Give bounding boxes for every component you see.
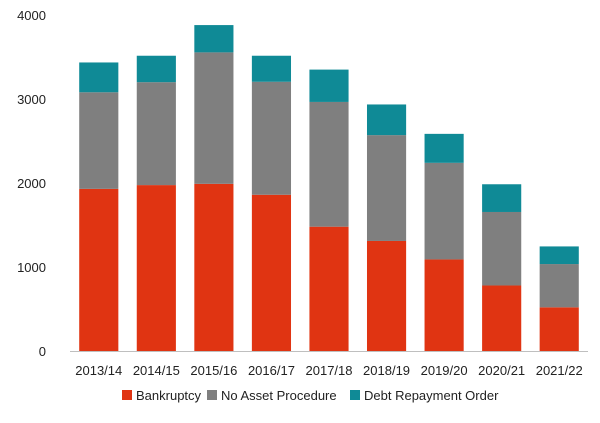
bar-segment-bankruptcy — [482, 285, 522, 351]
legend-swatch — [122, 390, 132, 400]
bar-segment-bankruptcy — [366, 240, 407, 351]
x-tick-label: 2015/16 — [190, 363, 237, 378]
x-tick-label: 2020/21 — [478, 363, 525, 378]
bar-segment-debt-repayment-order — [194, 25, 234, 53]
bar-segment-bankruptcy — [194, 183, 234, 351]
bar-segment-no-asset-procedure — [79, 92, 119, 189]
bar-segment-no-asset-procedure — [194, 52, 234, 184]
bar-segment-debt-repayment-order — [539, 246, 579, 265]
bar-segment-debt-repayment-order — [366, 104, 407, 136]
x-tick-label: 2014/15 — [133, 363, 180, 378]
bar-segment-debt-repayment-order — [136, 55, 176, 83]
y-axis: 0 1000 2000 3000 4000 — [17, 8, 46, 359]
bar-segment-no-asset-procedure — [251, 81, 292, 195]
bar-segment-bankruptcy — [424, 259, 464, 351]
x-axis: 2013/14 2014/15 2015/16 2016/17 2017/18 2018/… — [70, 351, 588, 378]
y-tick-label: 4000 — [17, 8, 46, 23]
bar-segment-debt-repayment-order — [309, 69, 349, 102]
bar-segment-bankruptcy — [251, 194, 292, 351]
bar-segment-no-asset-procedure — [366, 135, 407, 241]
y-tick-label: 0 — [39, 344, 46, 359]
bar-segment-no-asset-procedure — [482, 211, 522, 286]
legend-label: Debt Repayment Order — [364, 388, 499, 403]
bars — [79, 25, 579, 351]
bar-segment-no-asset-procedure — [136, 82, 176, 186]
bar-segment-debt-repayment-order — [79, 62, 119, 93]
x-tick-label: 2021/22 — [536, 363, 583, 378]
legend-swatch — [207, 390, 217, 400]
bar-segment-no-asset-procedure — [309, 101, 349, 227]
legend: Bankruptcy No Asset Procedure Debt Repayme… — [122, 388, 499, 403]
y-tick-label: 3000 — [17, 92, 46, 107]
bar-segment-bankruptcy — [79, 188, 119, 351]
x-tick-label: 2018/19 — [363, 363, 410, 378]
bar-segment-debt-repayment-order — [482, 184, 522, 212]
bar-segment-debt-repayment-order — [251, 55, 292, 82]
legend-label: Bankruptcy — [136, 388, 202, 403]
legend-swatch — [350, 390, 360, 400]
y-tick-label: 2000 — [17, 176, 46, 191]
x-tick-label: 2016/17 — [248, 363, 295, 378]
bar-segment-debt-repayment-order — [424, 133, 464, 163]
bar-segment-bankruptcy — [136, 185, 176, 351]
x-tick-label: 2019/20 — [421, 363, 468, 378]
bar-segment-bankruptcy — [539, 307, 579, 351]
bar-segment-no-asset-procedure — [539, 264, 579, 308]
y-tick-label: 1000 — [17, 260, 46, 275]
bar-segment-bankruptcy — [309, 226, 349, 351]
x-tick-label: 2017/18 — [306, 363, 353, 378]
x-tick-label: 2013/14 — [75, 363, 122, 378]
legend-label: No Asset Procedure — [221, 388, 337, 403]
bar-segment-no-asset-procedure — [424, 162, 464, 260]
